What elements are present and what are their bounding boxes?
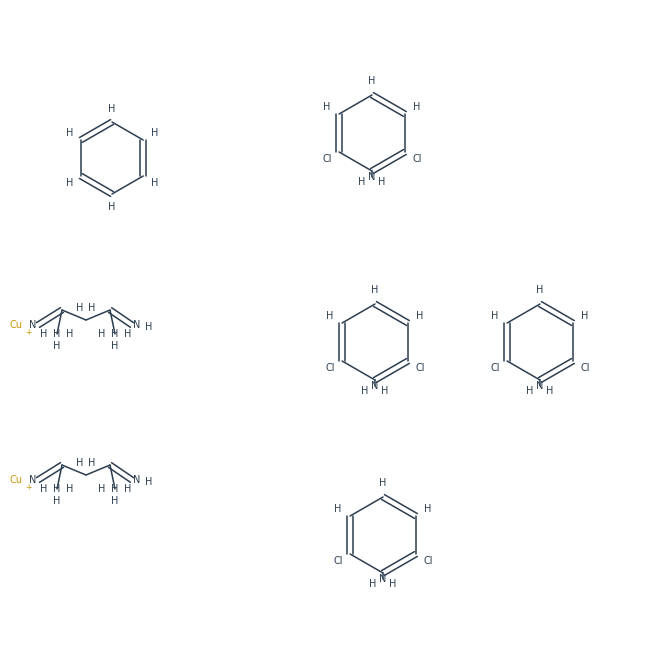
Text: H: H	[151, 177, 158, 188]
Text: Cl: Cl	[322, 154, 332, 164]
Text: H: H	[417, 311, 424, 321]
Text: H: H	[125, 484, 132, 494]
Text: H: H	[66, 129, 73, 138]
Text: Cl: Cl	[415, 363, 425, 373]
Text: H: H	[40, 484, 47, 494]
Text: N: N	[371, 381, 378, 391]
Text: Cl: Cl	[490, 363, 500, 373]
Text: H: H	[53, 329, 61, 339]
Text: N: N	[29, 475, 37, 485]
Text: +: +	[25, 328, 31, 337]
Text: H: H	[112, 484, 119, 494]
Text: H: H	[379, 478, 387, 488]
Text: H: H	[546, 386, 554, 397]
Text: H: H	[424, 504, 432, 514]
Text: Cu: Cu	[10, 320, 23, 330]
Text: +: +	[25, 483, 31, 492]
Text: H: H	[53, 484, 61, 494]
Text: Cl: Cl	[580, 363, 590, 373]
Text: H: H	[66, 329, 74, 339]
Text: H: H	[77, 303, 84, 313]
Text: H: H	[88, 458, 95, 468]
Text: H: H	[369, 579, 376, 589]
Text: H: H	[145, 477, 153, 487]
Text: H: H	[361, 386, 369, 397]
Text: H: H	[125, 329, 132, 339]
Text: H: H	[66, 177, 73, 188]
Text: H: H	[88, 303, 95, 313]
Text: H: H	[378, 177, 386, 187]
Text: H: H	[108, 202, 116, 212]
Text: H: H	[389, 579, 397, 589]
Text: H: H	[323, 102, 330, 112]
Text: Cu: Cu	[10, 475, 23, 485]
Text: N: N	[133, 320, 141, 330]
Text: H: H	[112, 496, 119, 506]
Text: Cl: Cl	[412, 154, 422, 164]
Text: N: N	[536, 381, 544, 391]
Text: H: H	[98, 329, 106, 339]
Text: H: H	[151, 129, 158, 138]
Text: H: H	[526, 386, 533, 397]
Text: H: H	[491, 311, 498, 321]
Text: H: H	[66, 484, 74, 494]
Text: H: H	[413, 102, 421, 112]
Text: H: H	[334, 504, 341, 514]
Text: Cl: Cl	[333, 556, 343, 566]
Text: H: H	[326, 311, 334, 321]
Text: H: H	[98, 484, 106, 494]
Text: H: H	[40, 329, 47, 339]
Text: H: H	[53, 341, 61, 351]
Text: H: H	[112, 329, 119, 339]
Text: H: H	[358, 177, 365, 187]
Text: H: H	[77, 458, 84, 468]
Text: H: H	[582, 311, 589, 321]
Text: H: H	[382, 386, 389, 397]
Text: H: H	[536, 285, 544, 295]
Text: H: H	[108, 104, 116, 114]
Text: N: N	[369, 172, 376, 182]
Text: H: H	[112, 341, 119, 351]
Text: H: H	[371, 285, 378, 295]
Text: N: N	[133, 475, 141, 485]
Text: H: H	[145, 322, 153, 332]
Text: Cl: Cl	[423, 556, 433, 566]
Text: N: N	[29, 320, 37, 330]
Text: H: H	[53, 496, 61, 506]
Text: N: N	[379, 575, 387, 584]
Text: Cl: Cl	[325, 363, 335, 373]
Text: H: H	[369, 76, 376, 86]
